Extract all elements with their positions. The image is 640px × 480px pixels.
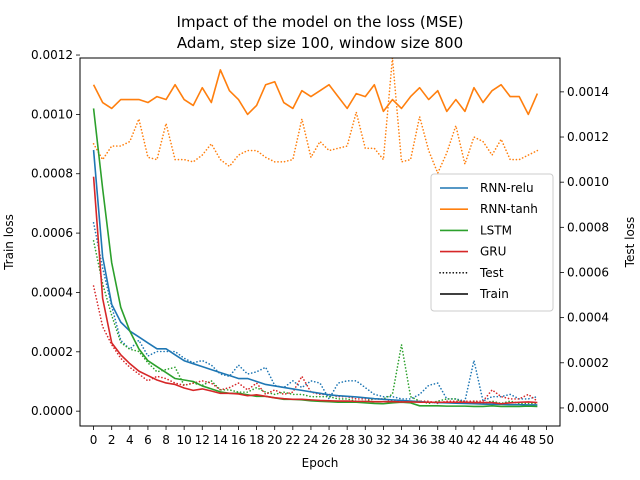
left-y-tick-label: 0.0004 — [31, 285, 73, 299]
x-tick-label: 48 — [521, 433, 536, 447]
x-tick-label: 20 — [267, 433, 282, 447]
x-axis: 0 2 4 6 8 10 12 14 16 18 20 22 24 26 28 30 32 34 36 38 40 42 4… — [90, 426, 554, 447]
x-tick-label: 2 — [108, 433, 116, 447]
x-tick-label: 36 — [412, 433, 427, 447]
series-gru-train-line — [92, 176, 538, 405]
series-rnn-relu-test-line — [92, 222, 539, 402]
x-tick-label: 14 — [213, 433, 228, 447]
x-tick-label: 40 — [448, 433, 463, 447]
x-tick-label: 0 — [90, 433, 98, 447]
legend: RNN-relu RNN-tanh LSTM GRU Test Train — [430, 173, 554, 312]
legend-label-test: Test — [479, 266, 504, 280]
left-y-tick-label: 0.0010 — [31, 107, 73, 121]
right-y-tick-label: 0.0010 — [567, 175, 609, 189]
chart-title: Impact of the model on the loss (MSE) — [177, 13, 464, 31]
plot-area — [79, 57, 561, 427]
x-tick-label: 44 — [484, 433, 499, 447]
x-tick-label: 8 — [162, 433, 170, 447]
legend-label-rnn-relu: RNN-relu — [480, 181, 534, 195]
legend-label-rnn-tanh: RNN-tanh — [480, 202, 538, 216]
x-tick-label: 4 — [126, 433, 134, 447]
legend-label-train: Train — [479, 287, 509, 301]
left-y-axis-label: Train loss — [2, 214, 16, 271]
legend-items: RNN-relu RNN-tanh LSTM GRU Test Train — [439, 181, 538, 301]
series-layer — [92, 57, 539, 408]
x-tick-label: 42 — [466, 433, 481, 447]
x-tick-label: 10 — [177, 433, 192, 447]
right-y-tick-label: 0.0004 — [567, 311, 609, 325]
left-y-tick-label: 0.0006 — [31, 226, 73, 240]
right-y-axis-label: Test loss — [623, 217, 637, 269]
series-rnn-tanh-test-line — [92, 57, 539, 174]
x-tick-label: 18 — [249, 433, 264, 447]
series-rnn-tanh-train-line — [92, 69, 539, 116]
series-gru-test-line — [92, 285, 539, 405]
right-y-axis: 0.0000 0.0002 0.0004 0.0006 0.0008 0.0010 0.00… — [560, 85, 609, 415]
x-tick-label: 26 — [321, 433, 336, 447]
left-y-tick-label: 0.0000 — [31, 404, 73, 418]
x-tick-label: 46 — [503, 433, 518, 447]
left-y-tick-label: 0.0002 — [31, 345, 73, 359]
right-y-tick-label: 0.0008 — [567, 220, 609, 234]
left-y-axis: 0.0000 0.0002 0.0004 0.0006 0.0008 0.0010 0.00… — [31, 48, 80, 418]
left-y-tick-label: 0.0008 — [31, 167, 73, 181]
right-y-tick-label: 0.0014 — [567, 85, 609, 99]
chart-subtitle: Adam, step size 100, window size 800 — [177, 34, 463, 52]
x-tick-label: 38 — [430, 433, 445, 447]
left-y-tick-label: 0.0012 — [31, 48, 73, 62]
x-tick-label: 34 — [394, 433, 409, 447]
x-tick-label: 22 — [285, 433, 300, 447]
x-tick-label: 32 — [376, 433, 391, 447]
right-y-tick-label: 0.0002 — [567, 356, 609, 370]
right-y-tick-label: 0.0012 — [567, 130, 609, 144]
legend-label-gru: GRU — [480, 245, 506, 259]
right-y-tick-label: 0.0000 — [567, 401, 609, 415]
x-tick-label: 30 — [358, 433, 373, 447]
series-rnn-relu-train-line — [92, 149, 538, 406]
x-tick-label: 50 — [539, 433, 554, 447]
x-tick-label: 6 — [144, 433, 152, 447]
x-tick-label: 16 — [231, 433, 246, 447]
x-tick-label: 28 — [340, 433, 355, 447]
series-lstm-train-line — [92, 108, 538, 408]
right-y-tick-label: 0.0006 — [567, 265, 609, 279]
legend-box — [430, 173, 554, 312]
x-axis-label: Epoch — [302, 456, 339, 470]
legend-label-lstm: LSTM — [480, 223, 512, 237]
x-tick-label: 24 — [303, 433, 318, 447]
x-tick-label: 12 — [195, 433, 210, 447]
